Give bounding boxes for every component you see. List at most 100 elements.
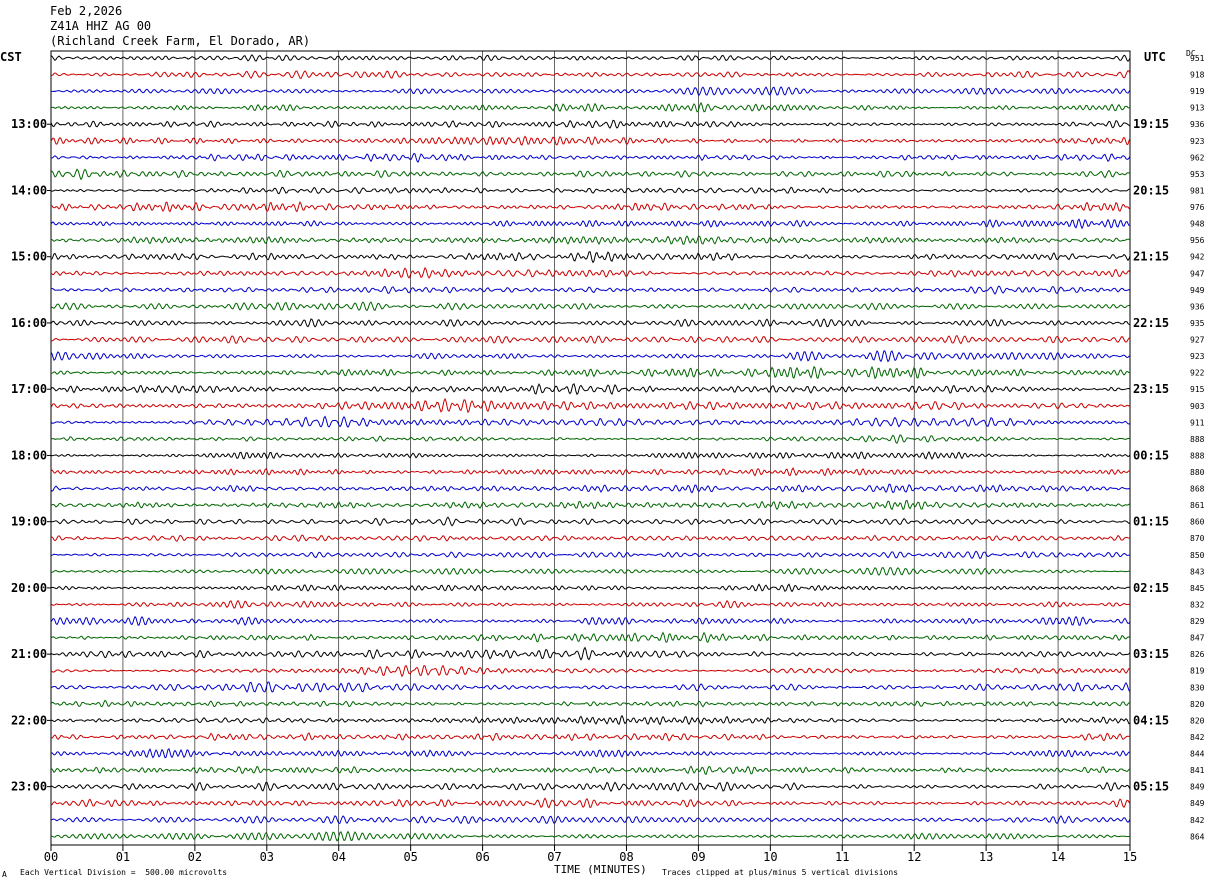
x-tick-label: 14 bbox=[1051, 850, 1065, 864]
label-group: 00 01 02 03 04 05 06 07 08 09 10 11 12 13 14 15 951 918 91… bbox=[11, 54, 1205, 864]
trace-line bbox=[50, 135, 1131, 146]
x-tick-label: 11 bbox=[835, 850, 849, 864]
x-tick-label: 13 bbox=[979, 850, 993, 864]
hour-label-right: 22:15 bbox=[1133, 316, 1169, 330]
x-tick-label: 09 bbox=[691, 850, 705, 864]
dc-offset-label: 845 bbox=[1190, 584, 1205, 593]
dc-offset-label: 922 bbox=[1190, 369, 1205, 378]
trace-line bbox=[50, 285, 1131, 295]
dc-offset-label: 951 bbox=[1190, 54, 1205, 63]
trace-line bbox=[50, 765, 1131, 776]
trace-line bbox=[50, 334, 1131, 345]
dc-offset-label: 820 bbox=[1190, 700, 1205, 709]
dc-offset-label: 948 bbox=[1190, 220, 1205, 229]
dc-offset-label: 832 bbox=[1190, 600, 1205, 609]
trace-line bbox=[50, 450, 1131, 460]
trace-line bbox=[50, 714, 1131, 726]
trace-line bbox=[50, 583, 1131, 593]
dc-column-label: DC bbox=[1186, 49, 1196, 58]
dc-offset-label: 911 bbox=[1190, 418, 1205, 427]
trace-line bbox=[50, 567, 1131, 576]
trace-line bbox=[50, 483, 1131, 494]
x-tick-label: 10 bbox=[763, 850, 777, 864]
trace-line bbox=[50, 186, 1131, 195]
dc-offset-label: 850 bbox=[1190, 551, 1205, 560]
dc-offset-label: 849 bbox=[1190, 799, 1205, 808]
trace-line bbox=[50, 516, 1131, 527]
dc-offset-label: 870 bbox=[1190, 534, 1205, 543]
dc-offset-label: 953 bbox=[1190, 170, 1205, 179]
dc-offset-label: 888 bbox=[1190, 435, 1205, 444]
hour-label-right: 04:15 bbox=[1133, 713, 1169, 727]
dc-offset-label: 849 bbox=[1190, 783, 1205, 792]
trace-line bbox=[50, 615, 1131, 626]
x-tick-label: 06 bbox=[475, 850, 489, 864]
dc-offset-label: 860 bbox=[1190, 518, 1205, 527]
trace-line bbox=[50, 797, 1131, 809]
trace-line bbox=[50, 168, 1131, 181]
trace-line bbox=[50, 251, 1131, 264]
trace-line bbox=[50, 152, 1131, 164]
right-timezone-label: UTC bbox=[1144, 50, 1166, 64]
chart-location: (Richland Creek Farm, El Dorado, AR) bbox=[50, 34, 311, 48]
dc-offset-label: 956 bbox=[1190, 236, 1205, 245]
x-axis-label: TIME (MINUTES) bbox=[554, 863, 647, 876]
dc-offset-label: 830 bbox=[1190, 683, 1205, 692]
dc-offset-label: 913 bbox=[1190, 104, 1205, 113]
trace-line bbox=[50, 54, 1131, 62]
dc-offset-label: 843 bbox=[1190, 567, 1205, 576]
dc-offset-label: 942 bbox=[1190, 253, 1205, 262]
trace-line bbox=[50, 266, 1131, 279]
trace-line bbox=[50, 815, 1131, 825]
trace-line bbox=[50, 119, 1131, 129]
trace-line bbox=[50, 434, 1131, 445]
trace-group bbox=[50, 54, 1131, 842]
trace-line bbox=[50, 86, 1131, 96]
hour-label-left: 14:00 bbox=[11, 183, 47, 197]
trace-line bbox=[50, 70, 1131, 79]
trace-line bbox=[50, 664, 1131, 678]
trace-line bbox=[50, 383, 1131, 396]
hour-label-right: 19:15 bbox=[1133, 117, 1169, 131]
hour-label-left: 21:00 bbox=[11, 647, 47, 661]
dc-offset-label: 918 bbox=[1190, 71, 1205, 80]
trace-line bbox=[51, 681, 1131, 693]
trace-line bbox=[50, 747, 1131, 759]
hour-label-right: 20:15 bbox=[1133, 183, 1169, 197]
dc-offset-label: 842 bbox=[1190, 816, 1205, 825]
dc-offset-label: 981 bbox=[1190, 186, 1205, 195]
dc-offset-label: 819 bbox=[1190, 667, 1205, 676]
trace-line bbox=[50, 201, 1131, 213]
clip-note: Traces clipped at plus/minus 5 vertical … bbox=[662, 868, 899, 877]
x-tick-label: 15 bbox=[1123, 850, 1137, 864]
trace-line bbox=[50, 550, 1131, 560]
dc-offset-label: 949 bbox=[1190, 286, 1205, 295]
x-tick-label: 08 bbox=[619, 850, 633, 864]
hour-label-left: 23:00 bbox=[11, 780, 47, 794]
dc-offset-label: 888 bbox=[1190, 451, 1205, 460]
trace-line bbox=[50, 350, 1131, 363]
dc-offset-label: 915 bbox=[1190, 385, 1205, 394]
hour-label-left: 15:00 bbox=[11, 250, 47, 264]
hour-label-right: 00:15 bbox=[1133, 448, 1169, 462]
hour-label-left: 16:00 bbox=[11, 316, 47, 330]
trace-line bbox=[50, 646, 1131, 661]
scale-note: Each Vertical Division = 500.00 microvol… bbox=[20, 868, 228, 877]
dc-offset-label: 861 bbox=[1190, 501, 1205, 510]
corner-mark: A bbox=[2, 870, 7, 879]
dc-offset-label: 936 bbox=[1190, 302, 1205, 311]
dc-offset-label: 947 bbox=[1190, 269, 1205, 278]
left-timezone-label: CST bbox=[0, 50, 22, 64]
hour-label-right: 23:15 bbox=[1133, 382, 1169, 396]
x-tick-label: 00 bbox=[44, 850, 58, 864]
hour-label-right: 21:15 bbox=[1133, 250, 1169, 264]
dc-offset-label: 976 bbox=[1190, 203, 1205, 212]
dc-offset-label: 844 bbox=[1190, 750, 1205, 759]
chart-station: Z41A HHZ AG 00 bbox=[50, 19, 152, 33]
trace-line bbox=[50, 318, 1131, 328]
x-tick-label: 07 bbox=[547, 850, 561, 864]
dc-offset-label: 936 bbox=[1190, 120, 1205, 129]
hour-label-right: 01:15 bbox=[1133, 515, 1169, 529]
x-tick-label: 03 bbox=[260, 850, 274, 864]
